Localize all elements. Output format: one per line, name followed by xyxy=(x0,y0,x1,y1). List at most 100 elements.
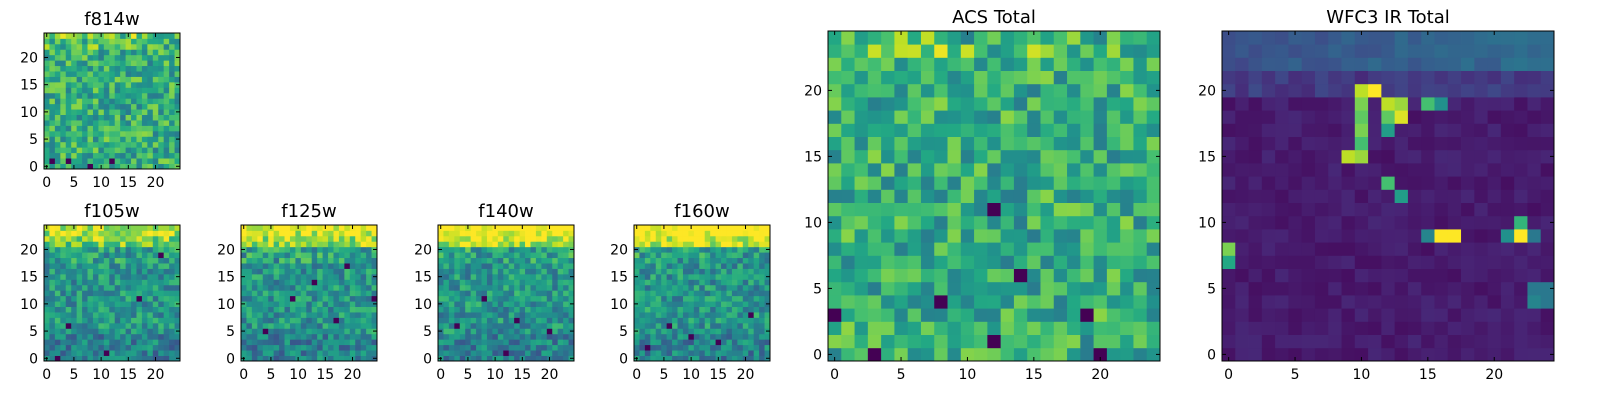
heatmap-cell xyxy=(753,284,760,291)
heatmap-cell xyxy=(1394,149,1409,164)
heatmap-cell xyxy=(1394,308,1409,322)
heatmap-cell xyxy=(333,355,340,362)
heatmap-cell xyxy=(454,317,461,324)
heatmap-cell xyxy=(1261,202,1276,217)
heatmap-cell xyxy=(715,263,722,269)
heatmap-cell xyxy=(1368,268,1382,283)
heatmap-cell xyxy=(76,317,83,324)
heatmap-cell xyxy=(109,60,116,67)
heatmap-cell xyxy=(867,229,882,243)
heatmap-cell xyxy=(731,301,738,307)
heatmap-cell xyxy=(284,279,291,286)
heatmap-cell xyxy=(65,109,72,115)
heatmap-cell xyxy=(920,281,935,296)
heatmap-cell xyxy=(1080,308,1094,322)
heatmap-cell xyxy=(960,255,975,269)
heatmap-cell xyxy=(1301,189,1316,203)
heatmap-cell xyxy=(1407,57,1422,71)
heatmap-cell xyxy=(71,328,78,335)
heatmap-cell xyxy=(1000,229,1015,243)
heatmap-cell xyxy=(333,339,340,346)
heatmap-cell xyxy=(1067,202,1081,217)
heatmap-cell xyxy=(721,328,727,335)
heatmap-cell xyxy=(525,328,531,335)
heatmap-cell xyxy=(311,312,318,318)
heatmap-cell xyxy=(721,246,727,253)
heatmap-cell xyxy=(465,235,472,242)
heatmap-cell xyxy=(443,312,450,318)
heatmap-cell xyxy=(677,246,684,253)
heatmap-cell xyxy=(881,334,895,349)
heatmap-cell xyxy=(541,328,548,335)
heatmap-cell xyxy=(710,301,716,307)
heatmap-cell xyxy=(710,252,716,259)
heatmap-cell xyxy=(1222,70,1236,85)
heatmap-cell xyxy=(1461,202,1475,217)
heatmap-cell xyxy=(764,252,771,259)
heatmap-cell xyxy=(103,306,110,313)
heatmap-cell xyxy=(1275,70,1289,85)
heatmap-cell xyxy=(693,230,700,237)
heatmap-cell xyxy=(322,246,329,253)
heatmap-cell xyxy=(158,147,165,154)
heatmap-cell xyxy=(268,317,275,324)
heatmap-cell xyxy=(438,333,444,340)
heatmap-cell xyxy=(557,252,564,259)
heatmap-cell xyxy=(98,295,105,302)
heatmap-cell xyxy=(1301,70,1316,85)
heatmap-cell xyxy=(76,333,83,340)
heatmap-cell xyxy=(257,284,264,291)
heatmap-cell xyxy=(284,257,291,264)
heatmap-cell xyxy=(907,268,922,283)
heatmap-cell xyxy=(322,290,329,297)
heatmap-cell xyxy=(1027,202,1041,217)
heatmap-cell xyxy=(257,295,264,302)
heatmap-cell xyxy=(49,279,56,286)
heatmap-cell xyxy=(1500,97,1515,111)
heatmap-cell xyxy=(87,322,94,329)
heatmap-cell xyxy=(1275,295,1289,309)
heatmap-cell xyxy=(1000,31,1015,45)
heatmap-cell xyxy=(82,114,88,121)
heatmap-cell xyxy=(114,350,121,356)
heatmap-cell xyxy=(541,257,548,264)
heatmap-cell xyxy=(492,279,499,286)
heatmap-cell xyxy=(344,252,351,259)
heatmap-cell xyxy=(120,284,126,291)
heatmap-cell xyxy=(262,328,269,335)
heatmap-cell xyxy=(87,295,94,302)
heatmap-cell xyxy=(49,60,56,67)
heatmap-cell xyxy=(251,317,258,324)
heatmap-cell xyxy=(1080,268,1094,283)
heatmap-cell xyxy=(459,257,466,264)
heatmap-cell xyxy=(60,235,67,242)
heatmap-cell xyxy=(841,44,855,58)
heatmap-cell xyxy=(672,295,678,302)
heatmap-cell xyxy=(960,295,975,309)
heatmap-cell xyxy=(947,308,962,322)
heatmap-cell xyxy=(366,295,372,302)
heatmap-cell xyxy=(753,246,760,253)
heatmap-cell xyxy=(492,339,499,346)
heatmap-cell xyxy=(1093,189,1108,203)
heatmap-cell xyxy=(677,268,684,275)
heatmap-cell xyxy=(1120,268,1134,283)
heatmap-cell xyxy=(1222,321,1236,335)
heatmap-cell xyxy=(1146,83,1161,98)
heatmap-cell xyxy=(682,312,689,318)
heatmap-cell xyxy=(448,322,455,329)
heatmap-cell xyxy=(907,70,922,85)
heatmap-cell xyxy=(492,306,499,313)
heatmap-cell xyxy=(1248,110,1263,124)
heatmap-cell xyxy=(1540,136,1555,151)
y-tick-label: 10 xyxy=(20,297,38,313)
heatmap-cell xyxy=(1027,189,1041,203)
heatmap-cell xyxy=(1381,281,1396,296)
heatmap-cell xyxy=(1487,347,1502,362)
heatmap-cell xyxy=(666,301,673,307)
heatmap-cell xyxy=(109,279,116,286)
heatmap-cell xyxy=(465,333,472,340)
heatmap-cell xyxy=(44,103,50,110)
heatmap-cell xyxy=(1301,149,1316,164)
heatmap-cell xyxy=(152,328,159,335)
